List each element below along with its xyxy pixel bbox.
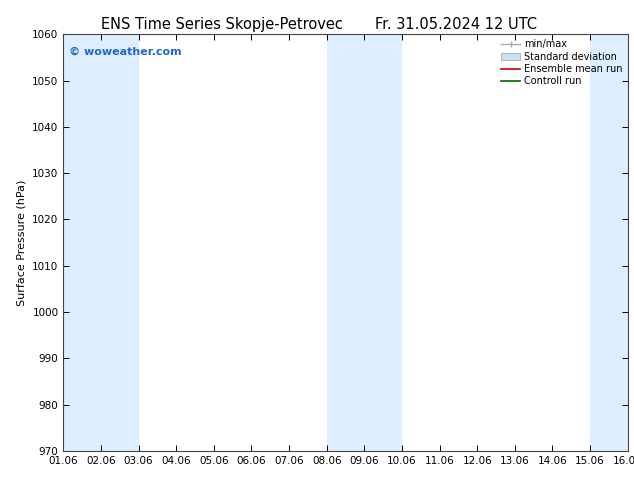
Bar xyxy=(590,34,628,451)
Legend: min/max, Standard deviation, Ensemble mean run, Controll run: min/max, Standard deviation, Ensemble me… xyxy=(499,37,624,88)
Bar xyxy=(63,34,139,451)
Text: ENS Time Series Skopje-Petrovec: ENS Time Series Skopje-Petrovec xyxy=(101,17,343,32)
Y-axis label: Surface Pressure (hPa): Surface Pressure (hPa) xyxy=(16,179,27,306)
Text: © woweather.com: © woweather.com xyxy=(69,47,182,57)
Bar xyxy=(327,34,402,451)
Text: Fr. 31.05.2024 12 UTC: Fr. 31.05.2024 12 UTC xyxy=(375,17,538,32)
